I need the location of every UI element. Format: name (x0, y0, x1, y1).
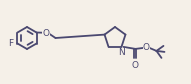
Text: O: O (143, 43, 150, 52)
Text: O: O (132, 61, 139, 70)
Text: N: N (119, 48, 125, 57)
Text: F: F (8, 39, 14, 48)
Text: O: O (43, 28, 49, 37)
